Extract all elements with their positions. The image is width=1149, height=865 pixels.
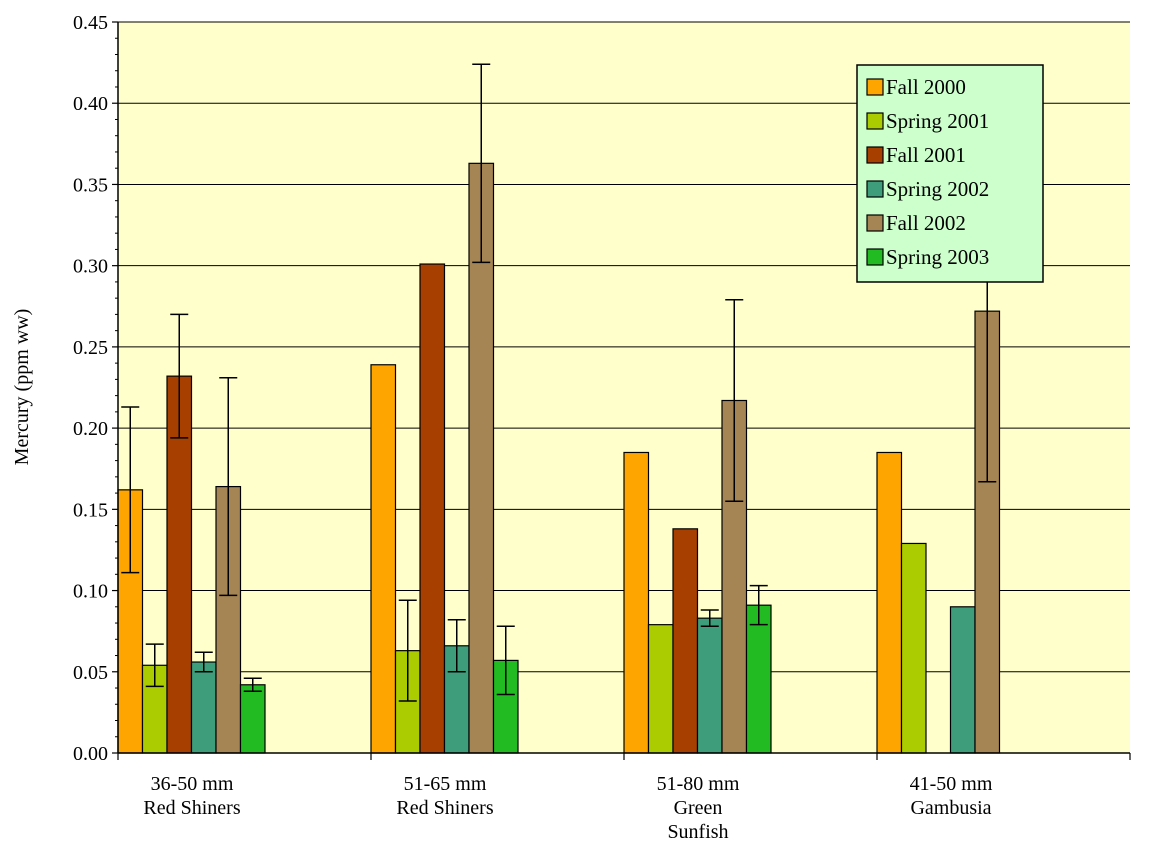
legend-item: Spring 2003 <box>866 245 989 269</box>
bar <box>239 684 266 754</box>
legend-item: Spring 2002 <box>866 177 989 201</box>
error-bars <box>121 63 997 702</box>
legend-swatch <box>866 248 884 266</box>
bar <box>419 263 446 754</box>
bar <box>745 604 772 754</box>
y-tick-label: 0.25 <box>73 337 108 359</box>
legend-swatch <box>866 78 884 96</box>
legend-swatch <box>866 214 884 232</box>
legend: Fall 2000 Spring 2001 Fall 2001 Spring 2002… <box>856 64 1044 283</box>
legend-item: Fall 2002 <box>866 211 966 235</box>
legend-swatch <box>866 180 884 198</box>
x-category-label: 51-65 mm Red Shiners <box>396 773 493 819</box>
x-category-label: 36-50 mm Red Shiners <box>143 773 240 819</box>
y-tick-label: 0.45 <box>73 12 108 34</box>
y-tick-label: 0.00 <box>73 743 108 765</box>
legend-swatch <box>866 146 884 164</box>
y-tick-label: 0.15 <box>73 499 108 521</box>
legend-swatch <box>866 112 884 130</box>
bar <box>949 606 976 754</box>
legend-label: Spring 2001 <box>886 109 989 133</box>
legend-label: Fall 2000 <box>886 75 966 99</box>
legend-label: Fall 2001 <box>886 143 966 167</box>
y-tick-label: 0.10 <box>73 581 108 603</box>
bar <box>876 451 903 754</box>
y-tick-label: 0.30 <box>73 256 108 278</box>
bar <box>370 364 397 754</box>
x-category-label: 51-80 mm Green Sunfish <box>657 773 740 843</box>
bar <box>647 624 674 754</box>
y-tick-labels: 0.00 0.05 0.10 0.15 0.20 0.25 0.30 0.35 0.40 0.45 <box>73 12 108 765</box>
bar <box>623 451 650 754</box>
bar <box>696 617 723 754</box>
legend-label: Spring 2003 <box>886 245 989 269</box>
legend-label: Spring 2002 <box>886 177 989 201</box>
legend-item: Fall 2000 <box>866 75 966 99</box>
legend-label: Fall 2002 <box>886 211 966 235</box>
y-tick-label: 0.05 <box>73 662 108 684</box>
bar <box>900 542 927 754</box>
x-category-labels: 36-50 mm Red Shiners 51-65 mm Red Shiners 51… <box>143 773 992 843</box>
x-category-label: 41-50 mm Gambusia <box>910 773 993 819</box>
y-tick-label: 0.20 <box>73 418 108 440</box>
y-tick-label: 0.35 <box>73 174 108 196</box>
y-axis-title: Mercury (ppm ww) <box>11 309 33 466</box>
y-tick-label: 0.40 <box>73 93 108 115</box>
legend-item: Spring 2001 <box>866 109 989 133</box>
bar <box>190 661 217 754</box>
legend-item: Fall 2001 <box>866 143 966 167</box>
bars <box>117 162 1001 754</box>
bar <box>672 528 699 754</box>
axes <box>112 21 1131 760</box>
legend-box <box>856 64 1044 283</box>
